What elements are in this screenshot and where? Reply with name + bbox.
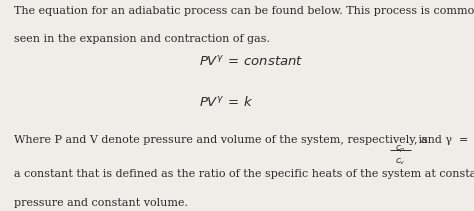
Text: $PV^{\gamma}\,=\,k$: $PV^{\gamma}\,=\,k$ <box>199 95 254 109</box>
Text: is: is <box>415 135 428 145</box>
Text: The equation for an adiabatic process can be found below. This process is common: The equation for an adiabatic process ca… <box>14 6 474 16</box>
Text: a constant that is defined as the ratio of the specific heats of the system at c: a constant that is defined as the ratio … <box>14 169 474 179</box>
Text: Where P and V denote pressure and volume of the system, respectively, and γ  =: Where P and V denote pressure and volume… <box>14 135 472 145</box>
Text: pressure and constant volume.: pressure and constant volume. <box>14 198 188 208</box>
Text: $c_p$: $c_p$ <box>395 143 406 155</box>
Text: seen in the expansion and contraction of gas.: seen in the expansion and contraction of… <box>14 34 270 44</box>
Text: $c_v$: $c_v$ <box>395 156 406 167</box>
Text: $PV^{\gamma}\,=\,constant$: $PV^{\gamma}\,=\,constant$ <box>199 55 303 69</box>
